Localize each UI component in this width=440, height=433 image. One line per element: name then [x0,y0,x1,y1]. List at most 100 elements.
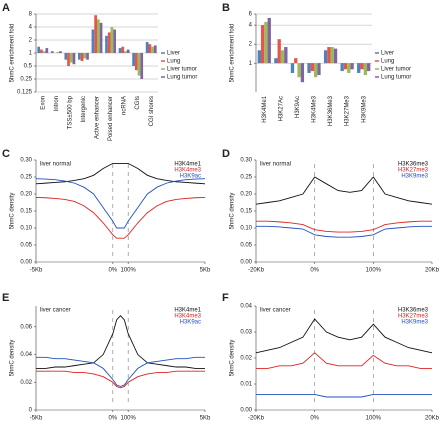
series-line [36,356,205,387]
y-tick-label: 0.10 [20,226,32,232]
x-tick-label: -5Kb [30,268,43,274]
bar [40,49,43,53]
y-tick-label: 8 [29,12,33,18]
bar [121,46,125,53]
x-tick-label: H3K4Me3 [312,95,318,122]
bar [50,51,54,53]
bar [267,17,271,64]
bar [86,53,89,60]
bar [134,53,138,71]
y-tick-label: 0.5 [24,64,33,70]
bar [280,50,285,64]
panel-letter: B [222,2,230,14]
bar [83,53,87,59]
bar [97,19,100,54]
x-tick-label: Exon [40,96,46,110]
y-tick-label: 0.25 [20,77,32,83]
y-tick-label: 2 [29,38,33,44]
x-tick-label: 100% [121,416,137,422]
bar [124,51,127,53]
bar [67,53,70,66]
bar [42,51,46,53]
bar [264,21,268,64]
bar [350,63,354,70]
bar [72,53,76,65]
y-tick-label: 0.01 [240,382,252,388]
bar [323,50,328,64]
bar [290,63,295,73]
y-tick-label: 0.30 [20,158,32,164]
y-tick-label: 0.125 [17,90,33,96]
bar [340,63,344,72]
bar [148,44,152,53]
y-axis-label: 5hmC density [230,340,236,377]
y-tick-label: 0 [29,408,33,414]
y-tick-label: 0.20 [240,192,252,198]
y-tick-label: 0.05 [240,243,252,249]
bar [113,29,116,53]
x-tick-label: 20Kb [425,268,440,274]
x-tick-label: H3K27Me3 [345,95,351,126]
bar [59,51,62,53]
series-line [255,318,433,354]
legend-label: H3K9ac [180,174,201,180]
y-tick-label: 0.10 [240,226,252,232]
bar [110,27,114,53]
legend-label: H3K9me3 [401,320,428,326]
legend-label: Lung [381,59,394,65]
bar [126,49,130,53]
bar [294,58,298,64]
x-tick-label: -20Kb [248,268,265,274]
bar [260,25,265,64]
y-tick-label: 4 [29,25,33,31]
panel-letter: F [222,292,229,304]
bar [284,47,288,64]
bar [347,63,351,73]
y-axis-label: 5hmC density [230,193,236,230]
x-tick-label: Intergenic [81,96,87,122]
bar [99,22,103,53]
bar [94,15,97,53]
legend-label: Liver [167,51,180,57]
bar [307,63,311,73]
y-tick-label: 0.15 [240,209,252,215]
bar [257,50,261,64]
legend-label: Liver [381,51,394,57]
bar [118,48,122,53]
bar [145,41,149,53]
series-line [36,370,205,389]
bar [360,63,364,70]
bar [343,63,348,70]
annotation: liver normal [40,162,71,168]
legend-label: Liver tumor [167,67,197,73]
y-axis-label: 5hmC density [10,193,16,230]
bar [56,52,60,53]
series-line [256,352,432,369]
x-tick-label: 0% [310,416,319,422]
y-tick-label: 1 [249,61,253,67]
x-tick-label: H3K9Ac [295,96,301,118]
y-tick-label: 0.04 [240,304,252,310]
legend-label: H3K27me3 [398,314,429,320]
x-tick-label: 0% [108,416,117,422]
legend-label: Lung [167,59,180,65]
bar [317,63,321,76]
bar [367,63,371,72]
x-tick-label: Active enhancer [95,96,101,139]
panel-letter: C [2,148,10,160]
x-tick-label: Poised enhancer [108,96,114,141]
y-axis-label: 5hmC enrichment fold [10,24,16,83]
bar [357,63,361,73]
panel-letter: D [222,148,230,160]
y-tick-label: 0.25 [240,175,252,181]
bar [327,47,331,64]
x-tick-label: 5Kb [200,416,211,422]
y-tick-label: 0.05 [20,243,32,249]
legend-label: Lung tumor [381,75,411,81]
panel-letter: A [2,2,10,14]
x-tick-label: -5Kb [30,416,43,422]
legend-label: H3K4me1 [174,308,201,314]
x-tick-label: 100% [121,268,137,274]
y-tick-label: 4 [249,23,253,29]
bar [80,53,84,62]
